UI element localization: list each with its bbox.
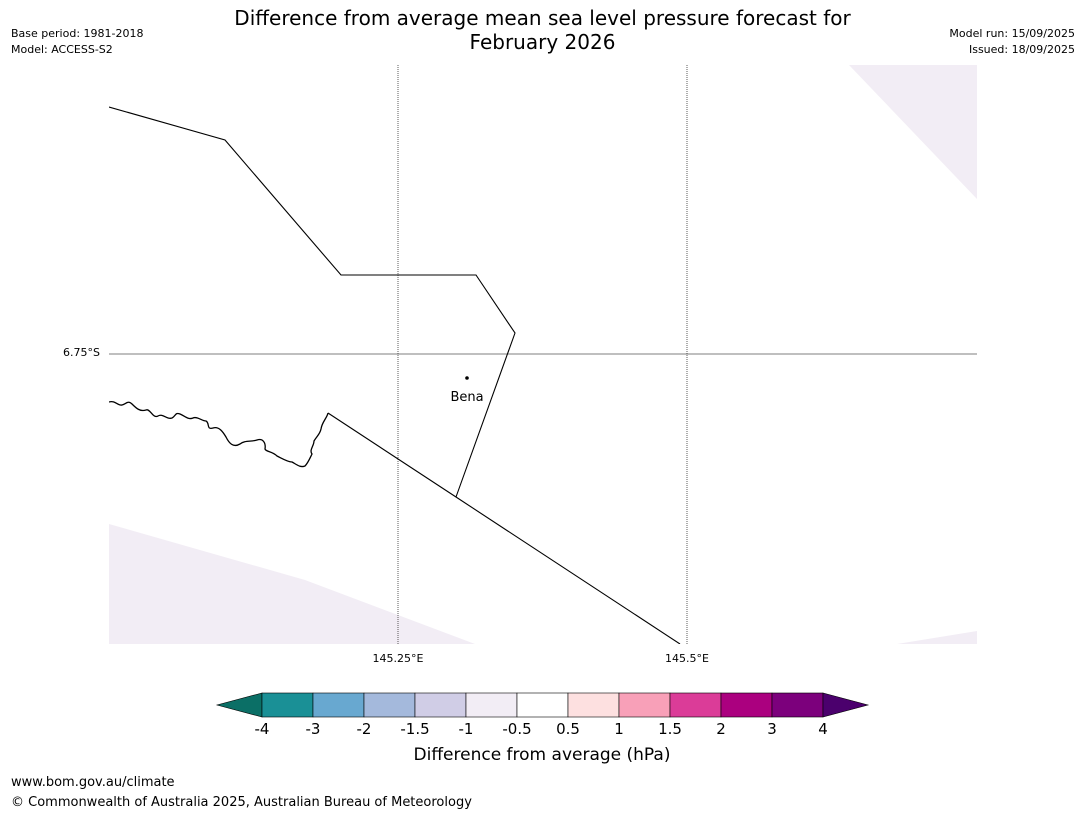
longitude-label-2: 145.5°E	[665, 652, 709, 665]
footer-copyright: © Commonwealth of Australia 2025, Austra…	[11, 795, 472, 810]
colorbar-segment	[465, 692, 518, 718]
bena-label: Bena	[450, 390, 483, 405]
model-run-text: Model run: 15/09/2025	[949, 27, 1075, 40]
colorbar-segment	[618, 692, 671, 718]
base-period-text: Base period: 1981-2018	[11, 27, 144, 40]
colorbar-extend-low	[215, 692, 263, 718]
colorbar-label: Difference from average (hPa)	[413, 745, 671, 765]
bena-marker	[465, 376, 469, 380]
river-line	[109, 400, 329, 468]
colorbar-tick: 4	[818, 720, 828, 738]
colorbar-segment	[261, 692, 314, 718]
anomaly-region-bottom-left	[109, 524, 475, 644]
issued-text: Issued: 18/09/2025	[968, 43, 1075, 56]
model-text: Model: ACCESS-S2	[11, 43, 113, 56]
colorbar	[215, 692, 870, 718]
colorbar-segment	[414, 692, 467, 718]
title-line-2: February 2026	[469, 30, 616, 54]
province-boundary-south	[327, 412, 681, 644]
latitude-label: 6.75°S	[63, 346, 100, 359]
colorbar-tick: -1	[458, 720, 474, 738]
colorbar-tick: 1.5	[658, 720, 682, 738]
province-boundary-north	[109, 106, 516, 498]
anomaly-region-top-right	[849, 65, 977, 199]
colorbar-segment	[363, 692, 416, 718]
colorbar-tick: 2	[716, 720, 726, 738]
anomaly-region-bottom-right	[897, 631, 977, 644]
colorbar-tick: -0.5	[502, 720, 532, 738]
colorbar-segment	[312, 692, 365, 718]
colorbar-tick: 0.5	[556, 720, 580, 738]
colorbar-segment	[771, 692, 824, 718]
title-line-1: Difference from average mean sea level p…	[234, 6, 851, 30]
colorbar-segment	[516, 692, 569, 718]
footer-url[interactable]: www.bom.gov.au/climate	[11, 775, 175, 790]
colorbar-segment	[669, 692, 722, 718]
colorbar-tick: 3	[767, 720, 777, 738]
colorbar-tick: -1.5	[400, 720, 430, 738]
colorbar-extend-high	[822, 692, 870, 718]
colorbar-tick: -3	[305, 720, 321, 738]
colorbar-tick: -2	[356, 720, 372, 738]
header-left-info: Base period: 1981-2018 Model: ACCESS-S2	[11, 26, 143, 58]
colorbar-tick: -4	[254, 720, 270, 738]
page-title: Difference from average mean sea level p…	[190, 6, 895, 54]
map-plot-area: Bena	[109, 65, 977, 644]
colorbar-segment	[720, 692, 773, 718]
header-right-info: Model run: 15/09/2025 Issued: 18/09/2025	[949, 26, 1075, 58]
colorbar-tick: 1	[614, 720, 624, 738]
longitude-label-1: 145.25°E	[372, 652, 424, 665]
colorbar-segment	[567, 692, 620, 718]
